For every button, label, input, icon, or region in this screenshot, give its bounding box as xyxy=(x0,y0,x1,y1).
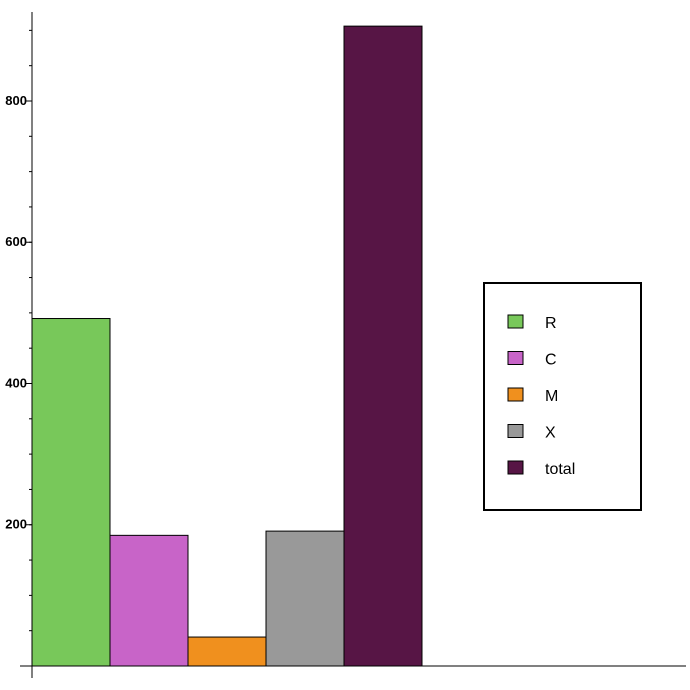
y-tick-label: 200 xyxy=(5,517,27,532)
bars-group xyxy=(31,25,423,667)
legend-label-c: C xyxy=(545,352,557,369)
legend-label-total: total xyxy=(545,461,575,478)
y-tick-label: 800 xyxy=(5,93,27,108)
legend-swatch-m xyxy=(507,387,524,402)
legend-label-m: M xyxy=(545,388,558,405)
y-tick-label: 600 xyxy=(5,234,27,249)
legend-swatch-r xyxy=(507,314,524,329)
axes-group: 200 400 600 800 xyxy=(5,12,686,678)
legend-swatch-total xyxy=(507,460,524,475)
y-tick-label: 400 xyxy=(5,375,27,390)
y-ticks: 200 400 600 800 xyxy=(5,29,32,632)
bar-c xyxy=(109,534,189,667)
bar-x xyxy=(265,530,345,667)
bar-total xyxy=(343,25,423,667)
legend-swatch-c xyxy=(507,351,524,365)
bar-m xyxy=(187,636,267,667)
legend-swatch-x xyxy=(507,424,524,438)
bar-r xyxy=(31,318,111,667)
legend-label-x: X xyxy=(545,425,556,442)
legend-label-r: R xyxy=(545,315,557,332)
